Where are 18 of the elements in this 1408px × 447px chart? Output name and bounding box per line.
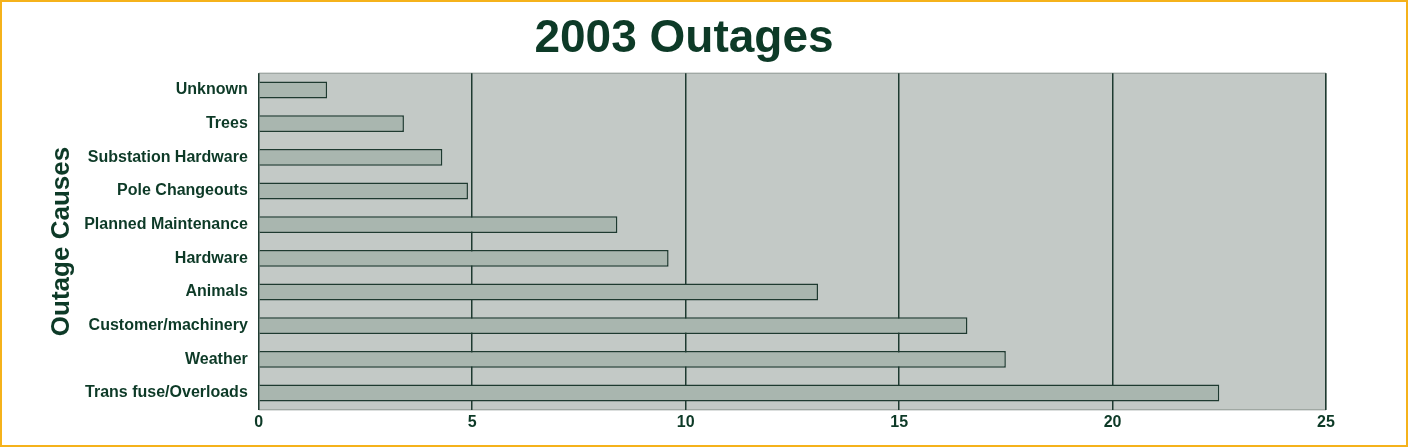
- y-tick-label: Trees: [205, 114, 248, 132]
- x-tick-label: 5: [467, 412, 477, 430]
- x-tick-label: 0: [254, 412, 264, 430]
- x-tick-label: 15: [890, 412, 909, 430]
- y-axis-title: Outage Causes: [44, 146, 75, 337]
- y-tick-label: Planned Maintenance: [84, 215, 248, 233]
- y-tick-label: Unknown: [175, 80, 248, 98]
- y-tick-label: Pole Changeouts: [117, 181, 248, 199]
- y-tick-label: Animals: [185, 282, 248, 300]
- x-tick-label: 20: [1103, 412, 1122, 430]
- x-tick-label: 10: [676, 412, 695, 430]
- y-tick-label: Customer/machinery: [88, 316, 248, 334]
- chart-title: 2003 Outages: [534, 10, 834, 63]
- y-tick-label: Hardware: [174, 248, 248, 266]
- y-tick-label: Trans fuse/Overloads: [85, 383, 248, 401]
- y-tick-label: Substation Hardware: [87, 147, 248, 165]
- y-tick-label: Weather: [184, 349, 248, 367]
- x-tick-label: 25: [1317, 412, 1335, 430]
